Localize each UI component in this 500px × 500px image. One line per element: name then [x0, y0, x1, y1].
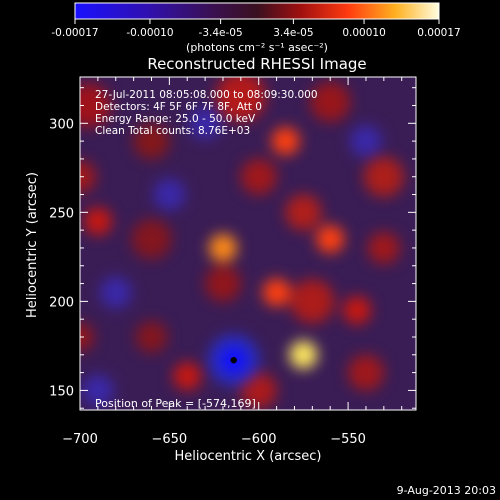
colorbar-unit-label: (photons cm⁻² s⁻¹ asec⁻²) [186, 41, 328, 54]
hot-spot [262, 278, 291, 307]
y-tick-label: 200 [49, 295, 74, 310]
heatmap-blob [367, 231, 400, 264]
colorbar-tick-label: -0.00010 [126, 27, 173, 39]
plot-frame [79, 76, 417, 411]
x-tick-label: −550 [330, 432, 366, 447]
annotation-line: 27-Jul-2011 08:05:08.000 to 08:09:30.000 [95, 89, 318, 101]
hot-spot [343, 296, 372, 325]
heatmap-blob [310, 81, 351, 122]
colorbar-tick-label: 0.00010 [342, 27, 385, 39]
heatmap-blob [215, 77, 266, 122]
heatmap-blob [240, 158, 277, 195]
annotation-line: Detectors: 4F 5F 6F 7F 8F, Att 0 [95, 101, 262, 113]
x-tick-label: −650 [152, 432, 188, 447]
peak-marker [230, 356, 237, 364]
heatmap-blob [80, 160, 96, 193]
heatmap-blob [285, 194, 322, 231]
heatmap-blob [80, 322, 94, 351]
peak-position-label: Position of Peak = [-574,169] [95, 397, 256, 410]
heatmap-blob [363, 156, 404, 197]
colorbar-tick-label: -0.00017 [51, 27, 98, 39]
y-axis-label: Heliocentric Y (arcsec) [25, 172, 40, 318]
colorbar-tick-label: 3.4e-05 [273, 27, 313, 39]
heatmap-blob [135, 320, 168, 353]
chart-title: Reconstructed RHESSI Image [147, 55, 366, 73]
annotations: 27-Jul-2011 08:05:08.000 to 08:09:30.000… [95, 89, 318, 137]
colorbar-ticks: -0.00017 -0.00010 -3.4e-05 3.4e-05 0.00010 0.… [51, 19, 461, 39]
x-tick-label: −600 [241, 432, 277, 447]
hot-spot [173, 362, 202, 391]
heatmap-blob [204, 265, 241, 302]
heatmap-blob [240, 372, 277, 409]
x-tick-label: −700 [62, 432, 98, 447]
footer-timestamp: 9-Aug-2013 20:03 [397, 484, 496, 497]
heatmap-blob [133, 123, 170, 160]
colorbar-tick-label: -3.4e-05 [199, 27, 243, 39]
cold-spot [81, 374, 114, 407]
x-axis: −700 −650 −600 −550 [62, 77, 403, 447]
hot-spot [289, 340, 318, 369]
cold-spot [99, 276, 132, 309]
cold-spot [189, 107, 222, 140]
x-axis-label: Heliocentric X (arcsec) [175, 449, 322, 464]
y-tick-label: 300 [49, 117, 74, 132]
annotation-line: Clean Total counts: 8.76E+03 [95, 125, 250, 137]
colorbar [74, 2, 440, 20]
hot-spot [316, 225, 345, 254]
hot-spot [208, 233, 237, 262]
heatmap-blob [290, 279, 335, 324]
colorbar-tick-label: 0.00017 [417, 27, 460, 39]
peak-dot [230, 356, 237, 364]
heatmap-blob [347, 354, 384, 391]
y-axis: 150 200 250 300 [49, 87, 416, 409]
hot-spot [83, 207, 112, 236]
heatmap-blob [80, 83, 111, 128]
heatmap-blob [131, 219, 172, 260]
y-tick-label: 150 [49, 384, 74, 399]
annotation-line: Energy Range: 25.0 - 50.0 keV [95, 113, 256, 125]
cold-spot [153, 178, 186, 211]
y-tick-label: 250 [49, 206, 74, 221]
heatmap [80, 77, 416, 410]
hot-spot [271, 127, 300, 156]
cold-spot [349, 125, 382, 158]
